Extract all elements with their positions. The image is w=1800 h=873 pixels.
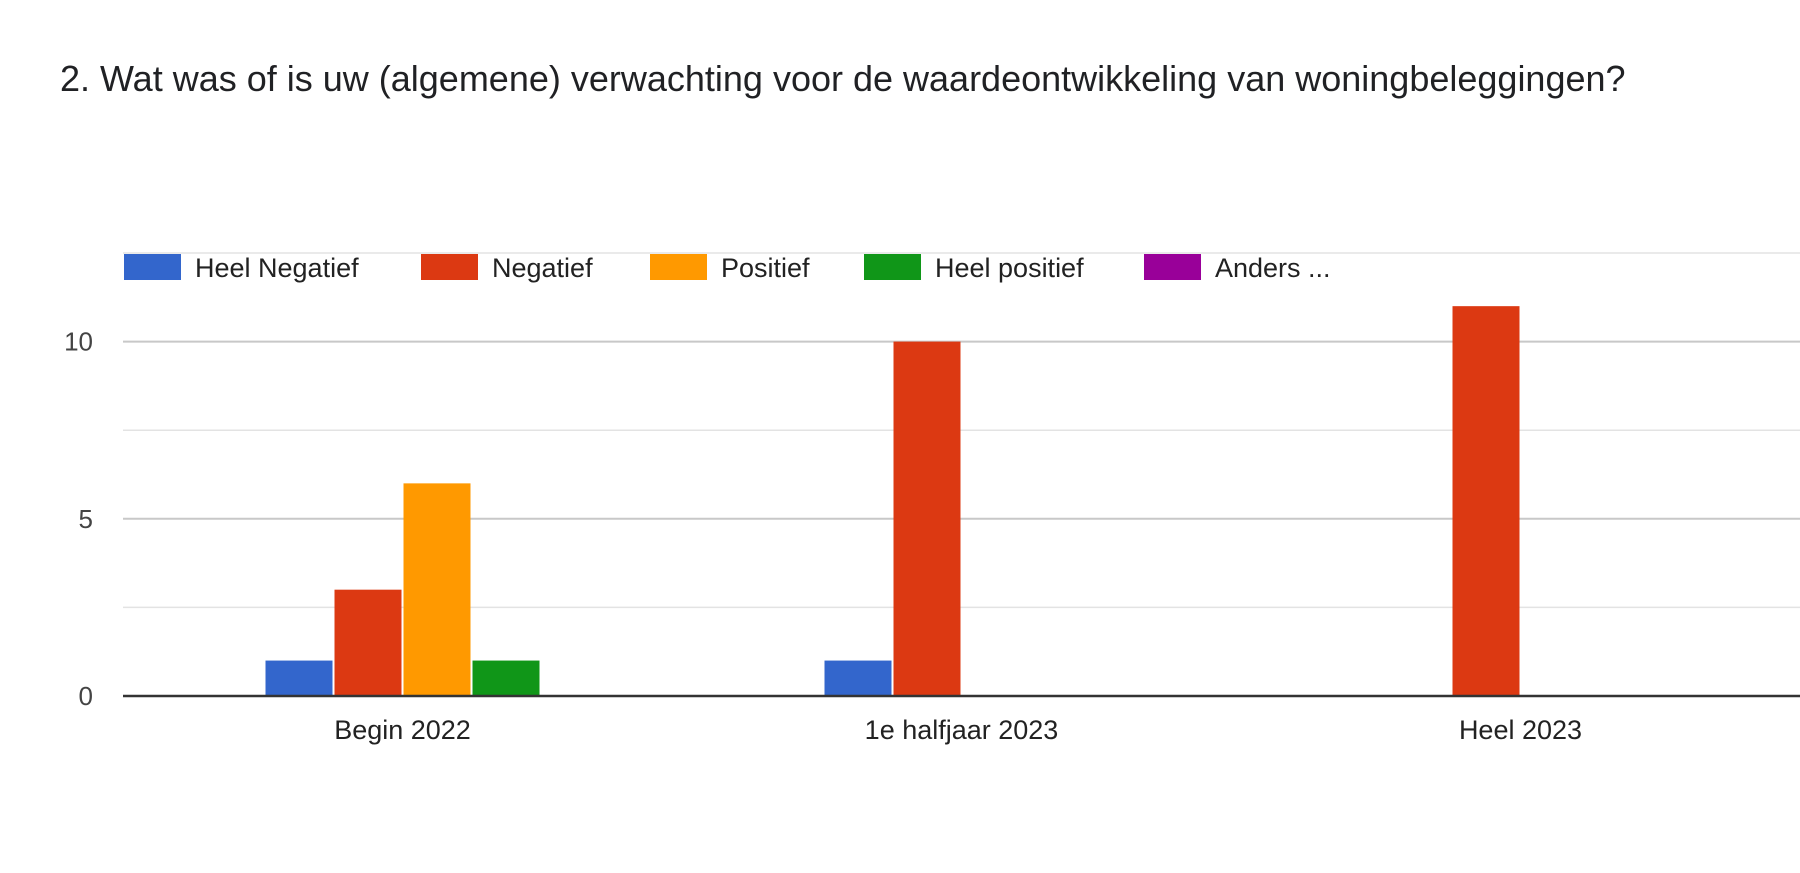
bar-heel-negatief-1e-halfjaar-2023[interactable] bbox=[824, 660, 892, 696]
x-category-label: 1e halfjaar 2023 bbox=[865, 715, 1059, 745]
legend-item[interactable]: Anders ... bbox=[1144, 253, 1331, 283]
y-axis-ticks: 0 5 10 bbox=[64, 327, 93, 711]
bars bbox=[265, 306, 1520, 696]
legend-item[interactable]: Heel Negatief bbox=[124, 253, 359, 283]
legend-swatch bbox=[124, 254, 181, 280]
y-tick-label: 5 bbox=[79, 504, 93, 534]
x-category-label: Begin 2022 bbox=[334, 715, 471, 745]
legend-item[interactable]: Negatief bbox=[421, 253, 593, 283]
legend-label: Positief bbox=[721, 253, 810, 283]
legend-label: Heel positief bbox=[935, 253, 1084, 283]
bar-heel-negatief-begin-2022[interactable] bbox=[265, 660, 333, 696]
y-tick-label: 10 bbox=[64, 327, 93, 357]
legend-label: Anders ... bbox=[1215, 253, 1331, 283]
legend[interactable]: Heel Negatief Negatief Positief Heel positi… bbox=[124, 253, 1331, 283]
bar-heel-positief-begin-2022[interactable] bbox=[472, 660, 540, 696]
bar-positief-begin-2022[interactable] bbox=[403, 483, 471, 696]
bar-negatief-1e-halfjaar-2023[interactable] bbox=[893, 341, 961, 696]
x-axis-labels: Begin 2022 1e halfjaar 2023 Heel 2023 bbox=[334, 715, 1582, 745]
legend-swatch bbox=[421, 254, 478, 280]
y-tick-label: 0 bbox=[79, 681, 93, 711]
x-category-label: Heel 2023 bbox=[1459, 715, 1582, 745]
legend-swatch bbox=[864, 254, 921, 280]
legend-item[interactable]: Heel positief bbox=[864, 253, 1084, 283]
legend-item[interactable]: Positief bbox=[650, 253, 810, 283]
gridlines bbox=[123, 252, 1800, 609]
legend-swatch bbox=[650, 254, 707, 280]
legend-swatch bbox=[1144, 254, 1201, 280]
bar-negatief-heel-2023[interactable] bbox=[1452, 306, 1520, 696]
bar-negatief-begin-2022[interactable] bbox=[334, 589, 402, 696]
legend-label: Heel Negatief bbox=[195, 253, 359, 283]
legend-label: Negatief bbox=[492, 253, 593, 283]
question-title: 2. Wat was of is uw (algemene) verwachti… bbox=[60, 58, 1626, 99]
